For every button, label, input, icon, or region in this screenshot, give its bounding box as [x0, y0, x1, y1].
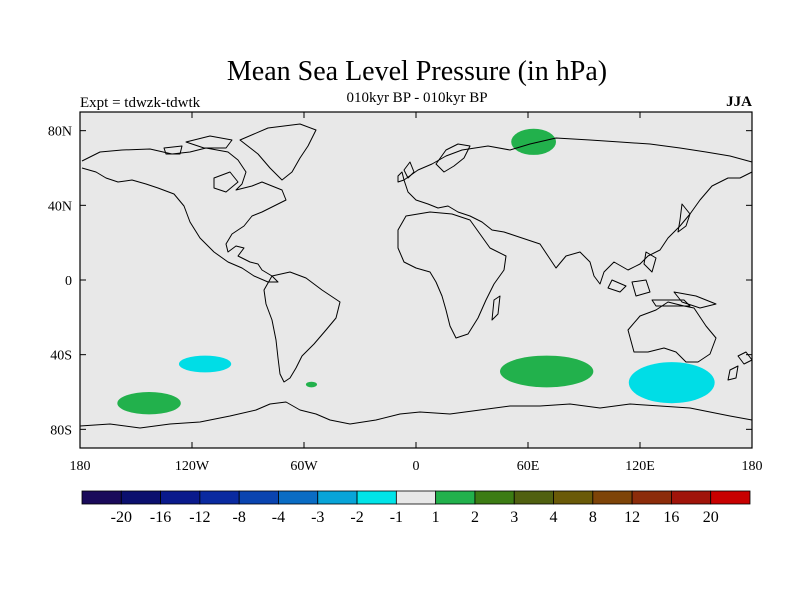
colorbar-label: -20 [111, 509, 132, 526]
coast-japan [677, 203, 691, 233]
colorbar-swatch [671, 490, 712, 505]
coastlines [79, 123, 753, 429]
colorbar-swatch [160, 490, 201, 505]
lon-label: 180 [70, 459, 91, 474]
colorbar-swatch [395, 490, 437, 505]
colorbar-swatch [356, 490, 397, 505]
coast-new-guinea [673, 291, 717, 309]
colorbar-swatch [120, 490, 161, 505]
colorbar-label: -4 [272, 509, 285, 526]
anomaly-region-south-atlantic-positive-small [305, 381, 318, 388]
colorbar-label: 4 [550, 509, 558, 526]
colorbar-label: 2 [471, 509, 479, 526]
colorbar-swatch [81, 490, 122, 505]
coast-south-america [263, 271, 341, 383]
coast-africa [397, 211, 507, 339]
lat-label: 40N [48, 199, 72, 214]
coast-greenland [239, 123, 317, 181]
coast-madagascar [491, 295, 501, 321]
coast-maritime-continent [607, 251, 691, 307]
coast-arctic-islands [163, 135, 233, 155]
colorbar: -20 -16 -12 -8 -4 -3 -2 -1 1 2 3 4 8 12 16 20 [81, 490, 751, 526]
lon-label: 180 [742, 459, 763, 474]
colorbar-label: -8 [233, 509, 246, 526]
anomaly-region-tasman-negative [628, 362, 715, 404]
map-title: Mean Sea Level Pressure (in hPa) [227, 56, 607, 87]
colorbar-label: -12 [189, 509, 210, 526]
lon-label: 60E [517, 459, 540, 474]
colorbar-label: -3 [311, 509, 324, 526]
coast-hudson-bay [213, 171, 239, 193]
colorbar-label: 1 [432, 509, 440, 526]
anomaly-region-north-eurasia-positive [511, 128, 556, 155]
lat-ticks: 80N 40N 0 40S 80S [48, 125, 752, 438]
colorbar-label: 16 [663, 509, 679, 526]
lon-label: 60W [290, 459, 318, 474]
colorbar-swatch [592, 490, 633, 505]
colorbar-label: 3 [510, 509, 518, 526]
colorbar-swatch [435, 490, 476, 505]
lat-label: 0 [65, 274, 72, 289]
anomaly-layer [117, 128, 715, 415]
colorbar-swatch [474, 490, 515, 505]
coast-australia [627, 301, 717, 363]
coast-antarctica [79, 401, 753, 429]
coast-british-isles [397, 161, 415, 183]
coast-scandinavia [435, 143, 471, 173]
colorbar-label: 12 [624, 509, 640, 526]
experiment-label: Expt = tdwzk-tdwtk [80, 95, 201, 111]
lat-label: 80N [48, 125, 72, 140]
colorbar-swatch [710, 490, 751, 505]
colorbar-swatch [238, 490, 279, 505]
colorbar-label: 8 [589, 509, 597, 526]
colorbar-swatch [631, 490, 672, 505]
lon-label: 120W [175, 459, 210, 474]
colorbar-label: -16 [150, 509, 171, 526]
colorbar-swatch [553, 490, 594, 505]
colorbar-swatch [278, 490, 319, 505]
colorbar-label: 20 [703, 509, 719, 526]
lon-label: 0 [413, 459, 420, 474]
colorbar-swatch [199, 490, 240, 505]
period-label: 010kyr BP - 010kyr BP [346, 90, 487, 106]
anomaly-region-south-pacific-negative [178, 355, 232, 373]
map-panel: 80N 40N 0 40S 80S 180 120W 60W 0 60E 120E 180 [48, 111, 763, 474]
lat-label: 80S [50, 423, 72, 438]
colorbar-swatch [513, 490, 554, 505]
coast-north-america [81, 147, 287, 283]
colorbar-label: -1 [390, 509, 403, 526]
anomaly-region-south-indian-ocean-positive [500, 355, 594, 388]
colorbar-label: -2 [350, 509, 363, 526]
lat-label: 40S [50, 349, 72, 364]
season-label: JJA [726, 94, 752, 110]
lon-ticks: 180 120W 60W 0 60E 120E 180 [70, 112, 763, 474]
anomaly-region-south-pacific-positive [117, 392, 181, 415]
coast-eurasia [403, 137, 753, 285]
colorbar-swatch [317, 490, 358, 505]
lon-label: 120E [625, 459, 655, 474]
